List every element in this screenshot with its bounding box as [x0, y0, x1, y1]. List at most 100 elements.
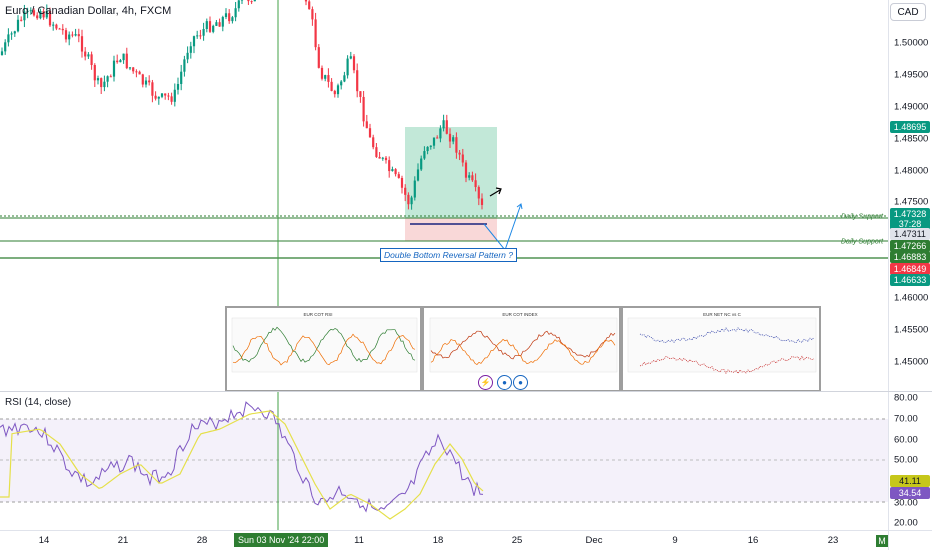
candle-body	[84, 51, 87, 57]
time-tick: 23	[827, 535, 839, 546]
candle-body	[356, 70, 359, 92]
candle-body	[4, 42, 7, 52]
candle-body	[20, 19, 23, 21]
candle-body	[359, 91, 362, 97]
inset-title-net: EUR NET NC vs C	[703, 312, 741, 317]
candle-body	[429, 145, 432, 147]
candle-body	[58, 28, 61, 30]
candle-body	[237, 0, 240, 9]
candle-body	[372, 137, 375, 148]
candle-body	[404, 187, 407, 195]
candle-body	[205, 21, 208, 30]
daily-support-label-1: Daily Support	[841, 213, 884, 221]
trend-arrow	[489, 189, 501, 197]
candle-body	[189, 46, 192, 53]
candle-body	[87, 54, 90, 57]
candle-body	[167, 95, 170, 97]
candle-body	[26, 10, 29, 12]
lightning-icon[interactable]: ⚡	[478, 375, 493, 390]
scroll-to-latest-button[interactable]: M	[876, 535, 888, 547]
candle-body	[135, 71, 138, 73]
countdown-label: 37:28	[890, 218, 930, 230]
time-tick: 25	[511, 535, 523, 546]
symbol-title: Euro / Canadian Dollar, 4h, FXCM	[5, 5, 172, 17]
candle-body	[208, 21, 212, 32]
candle-body	[13, 31, 16, 34]
candle-body	[343, 75, 346, 82]
candle-body	[128, 67, 132, 69]
price-line-label: 1.46633	[890, 274, 930, 286]
candle-body	[215, 22, 218, 26]
candle-body	[320, 67, 324, 79]
candle-body	[304, 0, 308, 2]
rsi-tick: 30.00	[894, 497, 918, 509]
candle-body	[157, 96, 160, 99]
candle-body	[132, 67, 135, 72]
time-axis-divider	[0, 530, 932, 531]
candle-body	[432, 137, 436, 146]
candle-body	[68, 34, 71, 40]
time-tick: Dec	[585, 535, 603, 546]
candle-body	[247, 0, 250, 2]
daily-support-label-2: Daily Support	[841, 238, 884, 246]
candle-body	[36, 15, 39, 19]
candle-body	[77, 34, 80, 37]
candle-body	[375, 147, 378, 157]
projection-arrow-head	[516, 203, 523, 210]
candle-body	[154, 95, 157, 99]
candle-body	[173, 89, 176, 102]
time-tick: 14	[38, 535, 50, 546]
pattern-annotation[interactable]: Double Bottom Reversal Pattern ?	[380, 248, 517, 262]
rsi-tick: 60.00	[894, 434, 918, 446]
candle-body	[170, 96, 173, 102]
candle-body	[29, 10, 32, 12]
rsi-ma-line	[0, 410, 484, 520]
currency-button[interactable]: CAD	[890, 3, 926, 21]
price-tick: 1.49000	[894, 101, 929, 113]
rsi-tick: 80.00	[894, 392, 918, 404]
inset-title-cot-rsi: EUR COT RSI	[303, 312, 333, 317]
candle-body	[116, 60, 119, 63]
inset-panel-net-positions[interactable]	[621, 306, 821, 392]
candle-body	[10, 33, 13, 35]
crosshair-date-label: Sun 03 Nov '24 22:00	[234, 533, 329, 547]
candle-body	[426, 146, 429, 152]
candle-body	[384, 157, 388, 161]
candle-body	[45, 10, 48, 18]
candle-body	[196, 35, 199, 37]
candle-body	[96, 78, 100, 81]
price-candles[interactable]	[0, 0, 484, 210]
candle-body	[471, 175, 474, 181]
rsi-value-label: 34.54	[890, 487, 930, 499]
candle-body	[122, 53, 125, 61]
candle-body	[55, 24, 58, 29]
rsi-tick: 50.00	[894, 454, 918, 466]
candle-body	[452, 137, 455, 142]
candle-body	[144, 80, 148, 85]
economic-event-icon[interactable]: ●	[497, 375, 512, 390]
pane-divider[interactable]	[0, 391, 932, 392]
candle-body	[333, 90, 336, 95]
candle-body	[212, 25, 215, 32]
trend-arrow-head	[495, 187, 502, 195]
price-tick: 1.48500	[894, 133, 929, 145]
price-tick: 1.47500	[894, 196, 929, 208]
candle-body	[436, 137, 439, 139]
candle-body	[378, 156, 381, 159]
price-axis-divider	[888, 0, 889, 550]
economic-event-icon[interactable]: ●	[513, 375, 528, 390]
long-stop-zone[interactable]	[405, 218, 497, 241]
candle-body	[317, 47, 320, 68]
candle-body	[391, 169, 394, 172]
candle-body	[352, 56, 356, 71]
candle-body	[93, 65, 96, 81]
candle-body	[362, 96, 365, 122]
candle-body	[176, 83, 180, 90]
inset-panel-cot-rsi[interactable]	[225, 306, 422, 392]
candle-body	[106, 76, 109, 82]
candle-body	[314, 19, 317, 48]
candle-body	[164, 93, 167, 96]
candle-body	[231, 17, 234, 22]
candle-body	[413, 180, 416, 198]
